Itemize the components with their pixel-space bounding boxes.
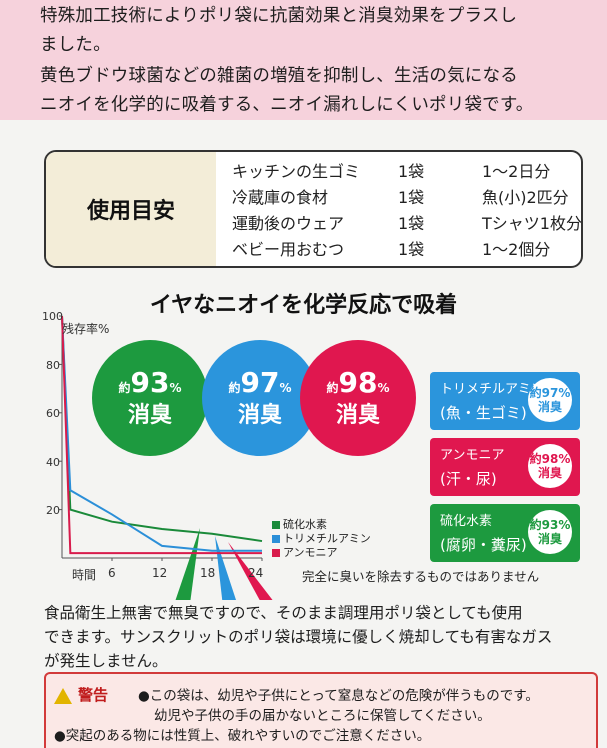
legend-item: 硫化水素 xyxy=(272,516,327,532)
badge-label: 消臭 xyxy=(537,532,562,546)
side-box-badge: 約98% 消臭 xyxy=(528,444,572,488)
legend-item: トリメチルアミン xyxy=(272,530,371,546)
usage-amount: 魚(小)2匹分 xyxy=(482,188,569,207)
legend-swatch xyxy=(272,549,280,557)
x-tick-label: 6 xyxy=(108,566,116,580)
y-tick-label: 100 xyxy=(42,310,63,323)
side-box-badge: 約93% 消臭 xyxy=(528,510,572,554)
intro-line-1: 特殊加工技術によりポリ袋に抗菌効果と消臭効果をプラスし xyxy=(40,6,518,26)
y-tick-label: 20 xyxy=(46,504,60,517)
callout-pointer xyxy=(228,542,273,600)
legend-item: アンモニア xyxy=(272,544,338,560)
chart-note: 完全に臭いを除去するものではありません xyxy=(302,569,540,584)
body-line: 食品衛生上無害で無臭ですので、そのまま調理用ポリ袋としても使用 xyxy=(44,604,523,622)
callout-93: 約93% 消臭 xyxy=(92,340,208,456)
series-line xyxy=(61,315,262,555)
badge-prefix: 約 xyxy=(529,452,542,466)
callout-prefix: 約 xyxy=(228,380,241,395)
side-box-badge: 約97% 消臭 xyxy=(528,378,572,422)
deodorize-chart xyxy=(59,315,273,600)
usage-qty: 1袋 xyxy=(398,188,425,207)
intro-panel: 特殊加工技術によりポリ袋に抗菌効果と消臭効果をプラスし ました。 黄色ブドウ球菌… xyxy=(0,0,607,120)
usage-label: 使用目安 xyxy=(46,152,216,266)
badge-prefix: 約 xyxy=(529,518,542,532)
callout-label: 消臭 xyxy=(127,402,172,428)
usage-item: キッチンの生ゴミ xyxy=(232,162,361,181)
warning-title-text: 警告 xyxy=(78,686,109,704)
warning-line: ●突起のある物には性質上、破れやすいのでご注意ください。 xyxy=(54,728,431,744)
side-box-sub: (腐卵・糞尿) xyxy=(440,536,527,554)
callout-unit: % xyxy=(279,380,292,395)
y-tick-label: 40 xyxy=(46,456,60,469)
badge-value: 約93% xyxy=(530,518,571,532)
x-axis-label: 時間 xyxy=(72,568,97,582)
badge-number: 98% xyxy=(541,452,571,466)
usage-item: ベビー用おむつ xyxy=(232,240,345,259)
usage-item: 運動後のウェア xyxy=(232,214,345,233)
badge-label: 消臭 xyxy=(537,400,562,414)
warning-title: 警告 xyxy=(54,684,108,705)
badge-label: 消臭 xyxy=(537,466,562,480)
side-box-title: アンモニア xyxy=(440,448,505,463)
callout-pointer xyxy=(175,528,200,600)
x-tick-label: 18 xyxy=(200,566,216,580)
side-box-title: トリメチルアミン xyxy=(440,382,544,397)
usage-amount: Tシャツ1枚分 xyxy=(482,214,582,233)
chart-heading: イヤなニオイを化学反応で吸着 xyxy=(149,293,458,318)
badge-number: 97% xyxy=(541,386,571,400)
legend-label: 硫化水素 xyxy=(283,518,327,531)
usage-qty: 1袋 xyxy=(398,240,425,259)
badge-number: 93% xyxy=(541,518,571,532)
intro-line-3: 黄色ブドウ球菌などの雑菌の増殖を抑制し、生活の気になる xyxy=(40,66,518,86)
side-box-sub: (汗・尿) xyxy=(440,470,497,488)
usage-amount: 1〜2日分 xyxy=(482,162,551,181)
usage-amount: 1〜2個分 xyxy=(482,240,551,259)
side-box-ammonia: アンモニア (汗・尿) 約98% 消臭 xyxy=(430,438,580,496)
intro-line-4: ニオイを化学的に吸着する、ニオイ漏れしにくいポリ袋です。 xyxy=(40,95,534,115)
side-box-trimethylamine: トリメチルアミン (魚・生ゴミ) 約97% 消臭 xyxy=(430,372,580,430)
body-line: できます。サンスクリットのポリ袋は環境に優しく焼却しても有害なガス xyxy=(44,628,553,646)
y-tick-label: 60 xyxy=(46,407,60,420)
side-box-sub: (魚・生ゴミ) xyxy=(440,404,527,422)
legend-label: トリメチルアミン xyxy=(283,532,371,545)
series-line xyxy=(61,315,262,552)
x-tick-label: 24 xyxy=(248,566,264,580)
callout-label: 消臭 xyxy=(335,402,380,428)
callout-prefix: 約 xyxy=(326,380,339,395)
usage-qty: 1袋 xyxy=(398,214,425,233)
intro-line-2: ました。 xyxy=(40,35,111,55)
callout-98: 約98% 消臭 xyxy=(300,340,416,456)
badge-value: 約98% xyxy=(530,452,571,466)
side-box-hydrogen-sulfide: 硫化水素 (腐卵・糞尿) 約93% 消臭 xyxy=(430,504,580,562)
legend-swatch xyxy=(272,535,280,543)
y-tick-label: 80 xyxy=(46,359,60,372)
x-tick-label: 12 xyxy=(152,566,168,580)
callout-unit: % xyxy=(169,380,182,395)
usage-item: 冷蔵庫の食材 xyxy=(232,188,329,207)
callout-value: 93 xyxy=(130,365,170,399)
legend-label: アンモニア xyxy=(283,546,338,559)
legend-swatch xyxy=(272,521,280,529)
badge-prefix: 約 xyxy=(529,386,542,400)
warning-line: 幼児や子供の手の届かないところに保管してください。 xyxy=(154,708,491,724)
callout-97: 約97% 消臭 xyxy=(202,340,318,456)
callout-label: 消臭 xyxy=(237,402,282,428)
callout-unit: % xyxy=(377,380,390,395)
callout-prefix: 約 xyxy=(118,380,131,395)
side-box-title: 硫化水素 xyxy=(440,514,493,529)
usage-qty: 1袋 xyxy=(398,162,425,181)
usage-table: 使用目安 キッチンの生ゴミ 1袋 1〜2日分 冷蔵庫の食材 1袋 魚(小)2匹分… xyxy=(44,150,583,268)
callout-value: 98 xyxy=(338,365,378,399)
warning-icon xyxy=(54,687,72,704)
warning-line: ●この袋は、幼児や子供にとって窒息などの危険が伴うものです。 xyxy=(138,688,539,704)
warning-box: 警告 ●この袋は、幼児や子供にとって窒息などの危険が伴うものです。 幼児や子供の… xyxy=(44,672,598,748)
y-axis-label: 残存率% xyxy=(62,322,110,336)
callout-pointer xyxy=(215,536,237,600)
body-line: が発生しません。 xyxy=(44,652,168,670)
badge-value: 約97% xyxy=(530,386,571,400)
callout-value: 97 xyxy=(240,365,280,399)
